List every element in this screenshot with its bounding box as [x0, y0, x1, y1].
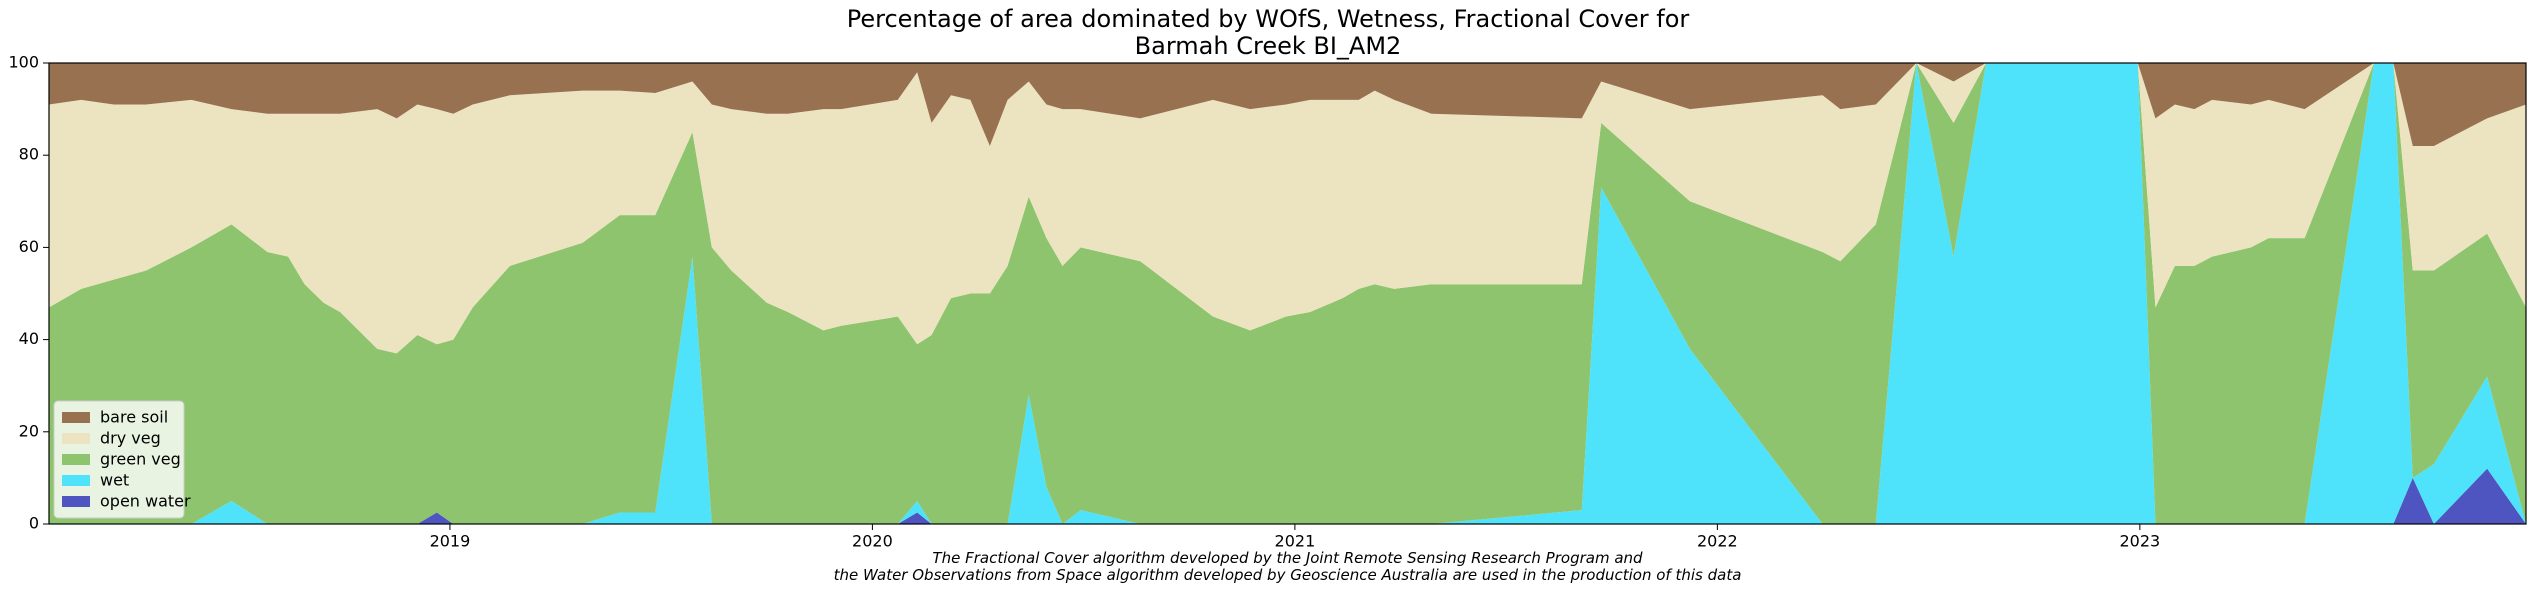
- x-tick-label: 2019: [430, 532, 471, 551]
- legend-swatch: [62, 454, 90, 465]
- y-tick-label: 100: [8, 53, 39, 72]
- plot-frame: [48, 62, 2527, 525]
- y-tick-label: 0: [29, 514, 39, 533]
- x-tick-label: 2020: [852, 532, 893, 551]
- legend-swatch: [62, 475, 90, 486]
- legend-label: dry veg: [100, 429, 161, 448]
- area: [49, 63, 2526, 354]
- area: [49, 63, 2526, 524]
- legend-swatch: [62, 496, 90, 507]
- x-tick-label: 2021: [1275, 532, 1316, 551]
- legend-box: [53, 400, 185, 519]
- footnote: The Fractional Cover algorithm developed…: [833, 549, 1742, 584]
- chart-title: Percentage of area dominated by WOfS, We…: [846, 5, 1690, 60]
- legend-label: open water: [100, 492, 191, 511]
- legend-label: green veg: [100, 450, 181, 469]
- x-tick-label: 2023: [2119, 532, 2160, 551]
- legend: bare soil dry veg green veg wet open water: [53, 400, 191, 519]
- y-tick-label: 40: [19, 329, 39, 348]
- x-tick-label: 2022: [1697, 532, 1738, 551]
- y-tick-label: 60: [19, 237, 39, 256]
- y-tick-label: 80: [19, 145, 39, 164]
- area: [49, 63, 2526, 146]
- legend-swatch: [62, 412, 90, 423]
- legend-label: bare soil: [100, 408, 168, 427]
- area: [49, 63, 2526, 524]
- y-tick-label: 20: [19, 421, 39, 440]
- legend-label: wet: [100, 471, 129, 490]
- legend-swatch: [62, 433, 90, 444]
